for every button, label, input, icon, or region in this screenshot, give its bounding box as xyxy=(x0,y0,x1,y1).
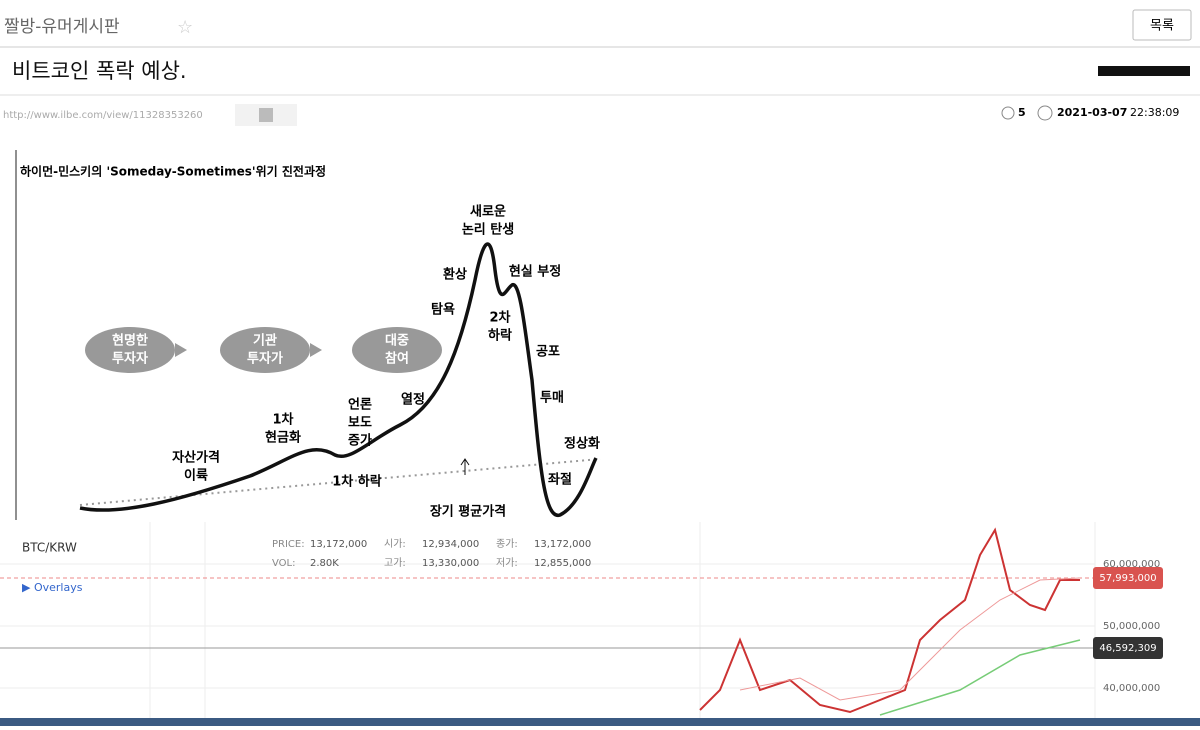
stat-label: VOL: xyxy=(272,558,295,569)
comment-icon xyxy=(1001,106,1015,120)
stage-bubble xyxy=(220,327,310,373)
post-title: 비트코인 폭락 예상. xyxy=(12,59,187,83)
last-price-tag xyxy=(1093,567,1163,589)
stat-label: 종가: xyxy=(496,538,518,550)
stage-text: 이륙 xyxy=(184,468,208,484)
stage-text: 2차 xyxy=(489,310,510,326)
stage-text: 현금화 xyxy=(265,430,301,446)
stage-text: 환상 xyxy=(443,267,467,283)
puzzle-icon xyxy=(259,108,273,122)
post-time: 22:38:09 xyxy=(1130,106,1179,119)
ma-value: 46,592,309 xyxy=(1099,643,1156,654)
stage-label: 대중 xyxy=(385,334,409,349)
stat-value: 13,172,000 xyxy=(310,539,367,550)
stat-label: 저가: xyxy=(496,557,518,569)
board-name: 짤방-유머게시판 xyxy=(4,17,120,37)
stat-label: 고가: xyxy=(384,557,406,569)
diagram-title: 하이먼-민스키의 'Someday-Sometimes'위기 진전과정 xyxy=(20,164,326,179)
clock-icon xyxy=(1037,105,1053,121)
star[interactable]: ☆ xyxy=(177,17,193,38)
stage-text: 정상화 xyxy=(564,436,600,452)
stat-value: 2.80K xyxy=(310,558,339,569)
stage-text: 언론 xyxy=(348,397,372,413)
author-redacted xyxy=(1098,66,1190,76)
list-button-label[interactable]: 목록 xyxy=(1150,19,1174,34)
stage-text: 열정 xyxy=(401,392,425,408)
stat-value: 13,330,000 xyxy=(422,558,479,569)
comment-count: 5 xyxy=(1018,106,1026,119)
post-date: 2021-03-07 xyxy=(1057,106,1127,119)
stage-bubble xyxy=(85,327,175,373)
stat-value: 12,855,000 xyxy=(534,558,591,569)
chart-image xyxy=(0,522,1200,718)
stage-arrow xyxy=(310,343,322,357)
overlays: ▶ Overlays xyxy=(22,581,83,594)
stage-text: 보도 xyxy=(348,416,372,431)
stage-text: 하락 xyxy=(488,328,512,344)
stage-text: 1차 xyxy=(272,412,293,428)
stat-label: 시가: xyxy=(384,538,406,550)
chart-grid xyxy=(0,522,1096,718)
stage-label: 현명한 xyxy=(112,333,148,349)
stage-label: 투자가 xyxy=(247,352,283,367)
stage-text: 좌절 xyxy=(548,472,572,488)
post-url[interactable]: http://www.ilbe.com/view/11328353260 xyxy=(3,110,203,121)
stage-text: 탐욕 xyxy=(431,302,455,318)
stage-label: 참여 xyxy=(385,351,409,367)
symbol: BTC/KRW xyxy=(22,541,77,555)
last-price: 57,993,000 xyxy=(1099,573,1156,584)
bottom-bar xyxy=(0,718,1200,726)
long-ma xyxy=(879,639,1081,716)
stage-bubble xyxy=(352,327,442,373)
list-button[interactable] xyxy=(1132,9,1192,41)
stage-text: 현실 부정 xyxy=(509,264,561,280)
price-axis-label: 40,000,000 xyxy=(1103,683,1160,694)
price-path xyxy=(699,527,1080,714)
bubble-curve xyxy=(79,242,598,517)
stage-label: 기관 xyxy=(253,333,277,349)
stage-arrow xyxy=(175,343,187,357)
stage-label: 투자자 xyxy=(112,352,148,367)
short-ma xyxy=(739,577,1081,701)
stat-value: 12,934,000 xyxy=(422,539,479,550)
stage-text: 장기 평균가격 xyxy=(430,504,506,520)
ticker: BTC/KRW ▶ Overlays PRICE: 13,172,000 시가: 12,9… xyxy=(22,538,1160,694)
stage-text: 1차 하락 xyxy=(332,474,381,490)
stage-text: 증가 xyxy=(348,434,372,449)
price-axis-label: 60,000,000 xyxy=(1103,559,1160,570)
stage-text: 공포 xyxy=(536,345,560,360)
arrow xyxy=(460,458,470,475)
ma-tag xyxy=(1093,637,1163,659)
stat-value: 13,172,000 xyxy=(534,539,591,550)
stage-text: 새로운 xyxy=(470,204,506,220)
stage-text: 자산가격 xyxy=(172,450,220,466)
price-axis-label: 50,000,000 xyxy=(1103,621,1160,632)
stage-text: 투매 xyxy=(540,391,564,406)
stage-text: 논리 탄생 xyxy=(462,222,514,238)
stat-label: PRICE: xyxy=(272,539,305,550)
